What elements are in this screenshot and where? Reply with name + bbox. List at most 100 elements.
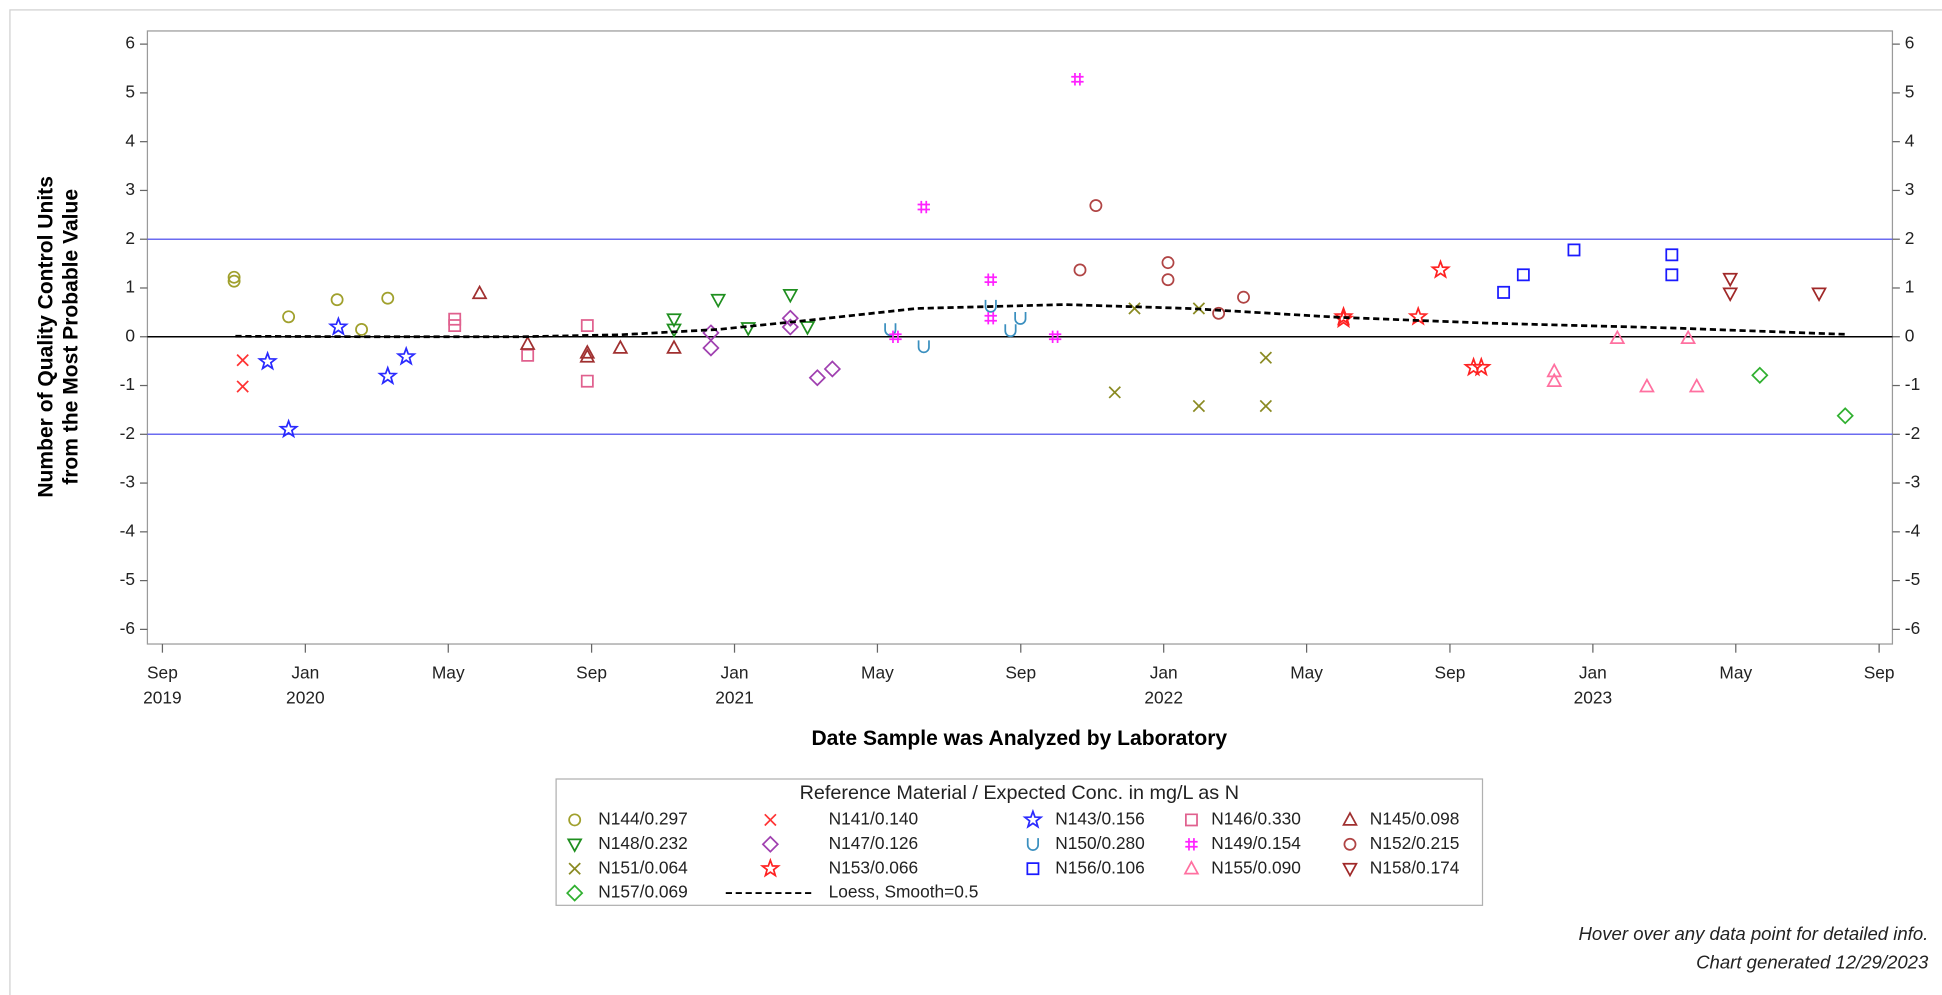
x-tick-label: Jan 2022 bbox=[1144, 662, 1183, 707]
legend-marker bbox=[764, 813, 777, 827]
legend-label: N157/0.069 bbox=[598, 882, 688, 902]
legend-marker bbox=[1022, 808, 1044, 829]
y2-tick-label: 1 bbox=[1905, 277, 1915, 297]
legend-marker bbox=[568, 813, 582, 827]
data-point bbox=[1430, 258, 1451, 279]
data-point bbox=[1161, 273, 1175, 287]
data-point bbox=[1546, 372, 1563, 387]
legend-marker bbox=[1343, 837, 1357, 851]
y-tick-label: -6 bbox=[120, 618, 135, 638]
x-tick-label: Sep bbox=[576, 662, 607, 682]
legend-marker bbox=[1342, 862, 1358, 878]
y-tick-label: 3 bbox=[125, 179, 135, 199]
data-point bbox=[1546, 362, 1563, 378]
legend-label: N149/0.154 bbox=[1211, 833, 1301, 853]
data-point bbox=[799, 321, 816, 336]
data-point bbox=[448, 319, 462, 332]
y2-tick-label: -1 bbox=[1905, 374, 1920, 394]
x-axis-title: Date Sample was Analyzed by Laboratory bbox=[811, 727, 1227, 750]
loess-line bbox=[235, 303, 1846, 339]
legend-label: N152/0.215 bbox=[1370, 833, 1460, 853]
y-tick-label: 4 bbox=[125, 130, 135, 150]
data-point bbox=[1128, 302, 1141, 315]
data-point bbox=[984, 273, 997, 286]
data-point bbox=[236, 380, 249, 393]
x-tick-label: Sep 2019 bbox=[143, 662, 182, 707]
y2-tick-label: 4 bbox=[1905, 130, 1915, 150]
x-tick-label: Sep bbox=[1435, 662, 1466, 682]
x-tick-label: May bbox=[861, 662, 894, 682]
y2-tick-label: 6 bbox=[1905, 33, 1915, 53]
legend-marker bbox=[1185, 838, 1198, 851]
data-point bbox=[1073, 263, 1087, 277]
data-point bbox=[377, 365, 399, 386]
data-point bbox=[1048, 330, 1062, 343]
data-point bbox=[1161, 256, 1175, 269]
data-point bbox=[1470, 356, 1492, 377]
data-point bbox=[257, 350, 279, 371]
legend-label: Loess, Smooth=0.5 bbox=[829, 882, 979, 902]
data-point bbox=[355, 323, 369, 336]
data-point bbox=[580, 319, 594, 332]
y-tick-label: -2 bbox=[120, 423, 135, 443]
page-border bbox=[9, 9, 1942, 995]
y-axis-title: from the Most Probable Value bbox=[59, 189, 82, 485]
data-point bbox=[917, 340, 930, 354]
x-tick-label: Jan 2020 bbox=[286, 662, 325, 707]
plot-area bbox=[227, 73, 1854, 439]
y-tick-label: 0 bbox=[125, 325, 135, 345]
legend-label: N153/0.066 bbox=[829, 857, 919, 877]
y2-tick-label: 2 bbox=[1905, 228, 1915, 248]
legend-marker bbox=[1183, 860, 1200, 875]
legend-marker bbox=[1026, 862, 1040, 876]
data-point bbox=[1516, 268, 1530, 282]
data-point bbox=[1237, 290, 1250, 304]
data-point bbox=[781, 318, 799, 336]
data-point bbox=[381, 291, 395, 305]
data-point bbox=[666, 313, 682, 328]
data-point bbox=[330, 293, 344, 307]
legend-marker bbox=[759, 857, 781, 878]
legend-label: N145/0.098 bbox=[1370, 808, 1460, 828]
x-tick-label: May bbox=[1290, 662, 1323, 682]
data-point bbox=[702, 339, 720, 357]
data-point bbox=[282, 310, 296, 324]
legend-label: N158/0.174 bbox=[1370, 857, 1460, 877]
x-tick-label: May bbox=[432, 662, 465, 682]
data-point bbox=[823, 360, 842, 378]
data-point bbox=[278, 418, 300, 439]
data-point bbox=[782, 288, 799, 304]
data-point bbox=[1071, 73, 1084, 86]
legend-marker bbox=[566, 884, 584, 902]
y2-tick-label: -2 bbox=[1905, 423, 1920, 443]
data-point bbox=[327, 316, 349, 336]
y-tick-label: 5 bbox=[125, 81, 135, 101]
data-point bbox=[1004, 324, 1017, 338]
data-point bbox=[666, 339, 682, 354]
legend-title: Reference Material / Expected Conc. in m… bbox=[800, 782, 1239, 804]
y2-tick-label: -3 bbox=[1905, 472, 1920, 492]
legend-label: N141/0.140 bbox=[829, 808, 919, 828]
legend-label: N148/0.232 bbox=[598, 833, 688, 853]
legend-box bbox=[555, 778, 1484, 906]
legend-label: N150/0.280 bbox=[1055, 833, 1145, 853]
data-point bbox=[227, 274, 241, 288]
legend-label: N143/0.156 bbox=[1055, 808, 1145, 828]
legend-marker bbox=[566, 838, 583, 853]
y2-tick-label: -6 bbox=[1905, 618, 1920, 638]
y-tick-label: 6 bbox=[125, 33, 135, 53]
x-tick-label: May bbox=[1719, 662, 1752, 682]
data-point bbox=[1811, 287, 1827, 302]
legend-marker bbox=[1026, 838, 1039, 851]
data-point bbox=[1665, 268, 1679, 282]
legend-label: N147/0.126 bbox=[829, 833, 919, 853]
data-point bbox=[1722, 287, 1739, 302]
y-tick-label: 1 bbox=[125, 277, 135, 297]
data-point bbox=[471, 284, 488, 300]
y2-tick-label: 0 bbox=[1905, 325, 1915, 345]
data-point bbox=[1497, 285, 1511, 299]
data-point bbox=[227, 270, 241, 284]
data-point bbox=[1089, 199, 1103, 212]
data-point bbox=[236, 353, 249, 367]
